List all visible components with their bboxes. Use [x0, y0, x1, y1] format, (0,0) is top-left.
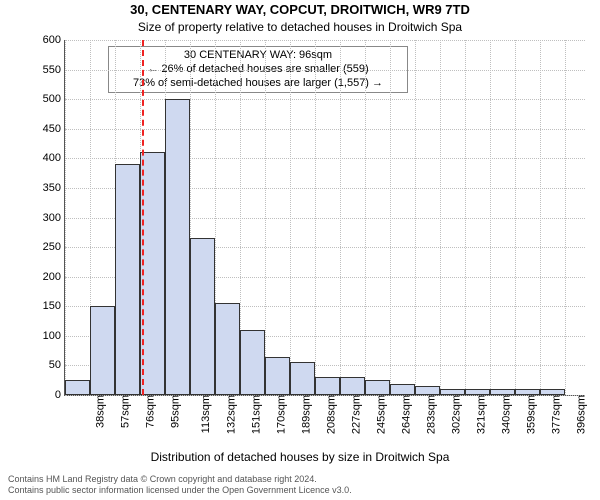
- histogram-bar: [390, 384, 415, 395]
- y-tick-label: 350: [43, 182, 65, 194]
- x-tick-label: 57sqm: [118, 395, 132, 428]
- footer-attribution: Contains HM Land Registry data © Crown c…: [8, 474, 352, 496]
- y-tick-label: 400: [43, 152, 65, 164]
- histogram-bar: [415, 386, 440, 395]
- x-tick-label: 264sqm: [399, 395, 413, 434]
- histogram-bar: [115, 164, 140, 395]
- gridline-v: [415, 40, 416, 395]
- histogram-bar: [190, 238, 215, 395]
- histogram-bar: [440, 389, 465, 395]
- gridline-v: [440, 40, 441, 395]
- x-tick-label: 321sqm: [474, 395, 488, 434]
- x-tick-label: 76sqm: [143, 395, 157, 428]
- histogram-bar: [65, 380, 90, 395]
- gridline-v: [390, 40, 391, 395]
- x-tick-label: 189sqm: [299, 395, 313, 434]
- histogram-bar: [490, 389, 515, 395]
- x-tick-label: 95sqm: [168, 395, 182, 428]
- gridline-v: [490, 40, 491, 395]
- y-tick-label: 250: [43, 241, 65, 253]
- histogram-bar: [540, 389, 565, 395]
- y-tick-label: 500: [43, 93, 65, 105]
- x-tick-label: 38sqm: [93, 395, 107, 428]
- annotation-line: 30 CENTENARY WAY: 96sqm: [113, 49, 403, 63]
- x-tick-label: 151sqm: [249, 395, 263, 434]
- histogram-bar: [165, 99, 190, 395]
- histogram-bar: [465, 389, 490, 395]
- y-tick-label: 600: [43, 34, 65, 46]
- histogram-bar: [365, 380, 390, 395]
- x-tick-label: 359sqm: [524, 395, 538, 434]
- x-tick-label: 245sqm: [374, 395, 388, 434]
- footer-line: Contains public sector information licen…: [8, 485, 352, 496]
- y-tick-label: 100: [43, 330, 65, 342]
- gridline-v: [315, 40, 316, 395]
- marker-line: [142, 40, 144, 395]
- chart-area: Number of detached properties 30 CENTENA…: [0, 0, 600, 500]
- histogram-bar: [240, 330, 265, 395]
- x-tick-label: 283sqm: [424, 395, 438, 434]
- gridline-v: [515, 40, 516, 395]
- histogram-bar: [265, 357, 290, 395]
- gridline-v: [365, 40, 366, 395]
- histogram-bar: [215, 303, 240, 395]
- x-tick-label: 227sqm: [349, 395, 363, 434]
- x-tick-label: 340sqm: [499, 395, 513, 434]
- y-tick-label: 550: [43, 64, 65, 76]
- annotation-line: 73% of semi-detached houses are larger (…: [113, 77, 403, 91]
- x-tick-label: 302sqm: [449, 395, 463, 434]
- y-tick-label: 50: [49, 359, 65, 371]
- x-tick-label: 113sqm: [198, 395, 212, 433]
- y-tick-label: 300: [43, 212, 65, 224]
- y-tick-label: 450: [43, 123, 65, 135]
- x-tick-label: 132sqm: [224, 395, 238, 434]
- y-tick-label: 0: [55, 389, 65, 401]
- x-tick-label: 396sqm: [574, 395, 588, 434]
- histogram-bar: [315, 377, 340, 395]
- histogram-bar: [340, 377, 365, 395]
- y-tick-label: 150: [43, 300, 65, 312]
- gridline-v: [340, 40, 341, 395]
- x-tick-label: 170sqm: [274, 395, 288, 434]
- gridline-v: [565, 40, 566, 395]
- gridline-v: [290, 40, 291, 395]
- gridline-v: [265, 40, 266, 395]
- x-tick-label: 208sqm: [324, 395, 338, 434]
- plot-region: 30 CENTENARY WAY: 96sqm← 26% of detached…: [64, 40, 585, 396]
- histogram-bar: [515, 389, 540, 395]
- gridline-v: [65, 40, 66, 395]
- y-tick-label: 200: [43, 271, 65, 283]
- x-tick-label: 377sqm: [549, 395, 563, 434]
- gridline-v: [540, 40, 541, 395]
- gridline-v: [465, 40, 466, 395]
- histogram-bar: [290, 362, 315, 395]
- footer-line: Contains HM Land Registry data © Crown c…: [8, 474, 352, 485]
- histogram-bar: [90, 306, 115, 395]
- x-axis-label: Distribution of detached houses by size …: [0, 450, 600, 464]
